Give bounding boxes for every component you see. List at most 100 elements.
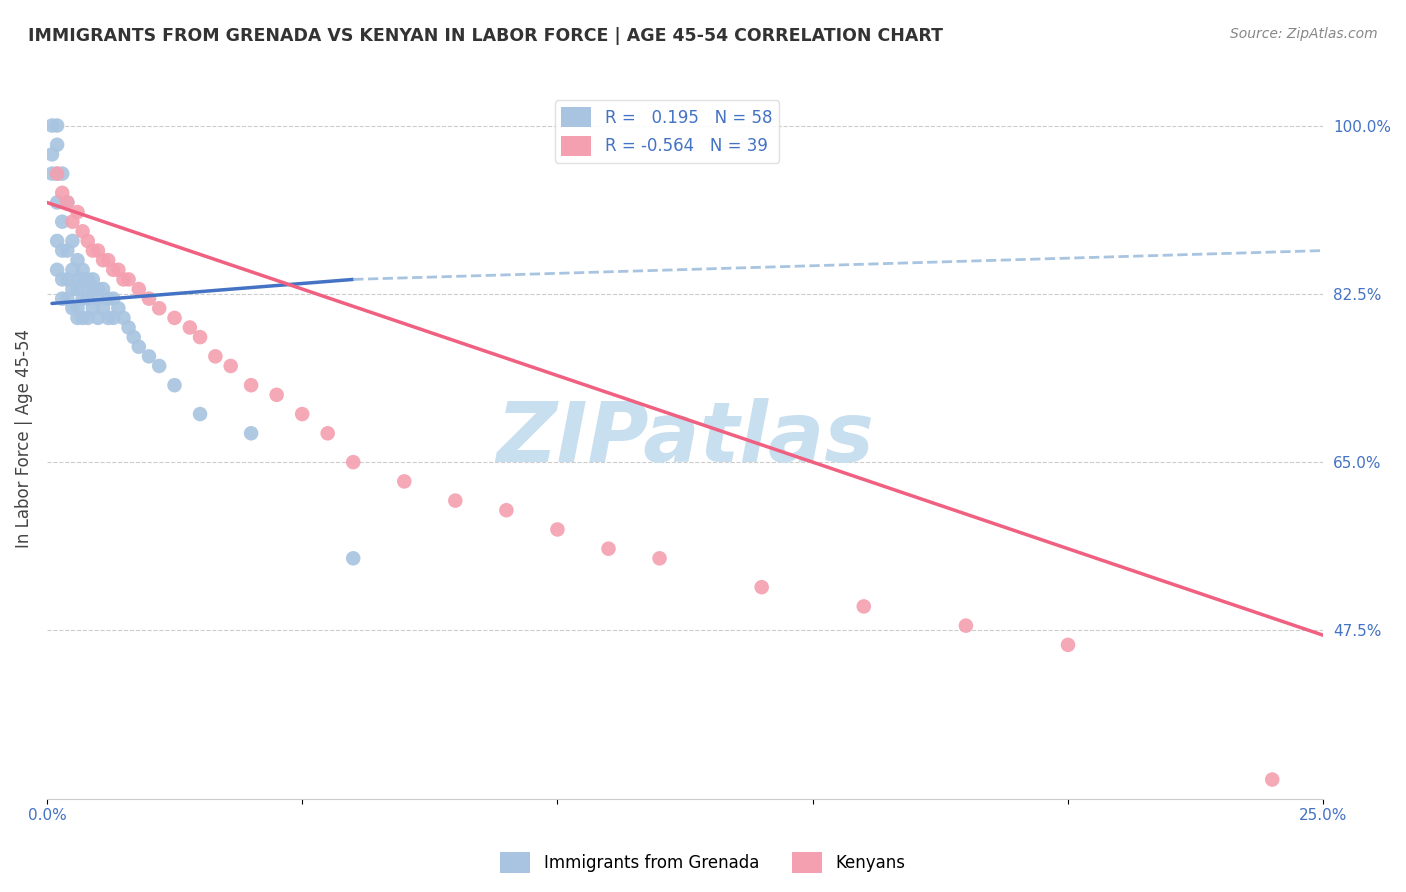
Text: IMMIGRANTS FROM GRENADA VS KENYAN IN LABOR FORCE | AGE 45-54 CORRELATION CHART: IMMIGRANTS FROM GRENADA VS KENYAN IN LAB… — [28, 27, 943, 45]
Point — [76, 282, 98, 296]
Point — [51, 244, 73, 258]
Point — [103, 310, 125, 325]
Point — [51, 292, 73, 306]
Point — [51, 272, 73, 286]
Y-axis label: In Labor Force | Age 45-54: In Labor Force | Age 45-54 — [15, 328, 32, 548]
Point — [495, 503, 517, 517]
Point — [1057, 638, 1080, 652]
Point — [117, 272, 139, 286]
Point — [56, 292, 79, 306]
Point — [82, 301, 104, 316]
Point — [122, 330, 145, 344]
Point — [138, 292, 160, 306]
Point — [204, 349, 226, 363]
Point — [107, 262, 129, 277]
Point — [751, 580, 773, 594]
Point — [76, 234, 98, 248]
Point — [266, 388, 288, 402]
Point — [852, 599, 875, 614]
Point — [97, 292, 120, 306]
Point — [97, 310, 120, 325]
Point — [66, 310, 89, 325]
Point — [1261, 772, 1284, 787]
Point — [91, 253, 114, 268]
Point — [163, 378, 186, 392]
Point — [72, 224, 94, 238]
Point — [188, 330, 211, 344]
Point — [76, 272, 98, 286]
Point — [107, 301, 129, 316]
Point — [138, 349, 160, 363]
Point — [112, 272, 135, 286]
Point — [87, 292, 110, 306]
Point — [41, 167, 63, 181]
Point — [66, 272, 89, 286]
Point — [46, 167, 69, 181]
Point — [240, 426, 263, 441]
Point — [394, 475, 416, 489]
Point — [97, 253, 120, 268]
Point — [87, 310, 110, 325]
Point — [72, 292, 94, 306]
Point — [46, 234, 69, 248]
Point — [546, 523, 568, 537]
Point — [342, 455, 364, 469]
Point — [62, 234, 84, 248]
Point — [91, 301, 114, 316]
Point — [41, 147, 63, 161]
Point — [87, 244, 110, 258]
Point — [219, 359, 242, 373]
Point — [56, 272, 79, 286]
Point — [148, 359, 170, 373]
Point — [188, 407, 211, 421]
Point — [87, 282, 110, 296]
Point — [51, 186, 73, 200]
Point — [128, 282, 150, 296]
Point — [342, 551, 364, 566]
Point — [179, 320, 201, 334]
Point — [955, 618, 977, 632]
Point — [91, 282, 114, 296]
Legend: Immigrants from Grenada, Kenyans: Immigrants from Grenada, Kenyans — [494, 846, 912, 880]
Point — [62, 215, 84, 229]
Point — [444, 493, 467, 508]
Point — [51, 167, 73, 181]
Legend: R =   0.195   N = 58, R = -0.564   N = 39: R = 0.195 N = 58, R = -0.564 N = 39 — [555, 100, 779, 162]
Text: ZIPatlas: ZIPatlas — [496, 398, 875, 479]
Point — [66, 253, 89, 268]
Point — [316, 426, 339, 441]
Point — [46, 195, 69, 210]
Point — [128, 340, 150, 354]
Point — [46, 262, 69, 277]
Point — [598, 541, 620, 556]
Point — [51, 215, 73, 229]
Point — [46, 119, 69, 133]
Point — [117, 320, 139, 334]
Point — [240, 378, 263, 392]
Point — [72, 310, 94, 325]
Point — [46, 137, 69, 152]
Point — [82, 282, 104, 296]
Point — [56, 195, 79, 210]
Point — [76, 310, 98, 325]
Point — [148, 301, 170, 316]
Point — [72, 262, 94, 277]
Point — [62, 301, 84, 316]
Point — [62, 282, 84, 296]
Point — [163, 310, 186, 325]
Point — [112, 310, 135, 325]
Point — [82, 272, 104, 286]
Point — [103, 292, 125, 306]
Point — [62, 262, 84, 277]
Point — [66, 282, 89, 296]
Point — [76, 292, 98, 306]
Point — [56, 195, 79, 210]
Point — [46, 167, 69, 181]
Text: Source: ZipAtlas.com: Source: ZipAtlas.com — [1230, 27, 1378, 41]
Point — [41, 119, 63, 133]
Point — [103, 262, 125, 277]
Point — [82, 244, 104, 258]
Point — [56, 244, 79, 258]
Point — [72, 272, 94, 286]
Point — [291, 407, 314, 421]
